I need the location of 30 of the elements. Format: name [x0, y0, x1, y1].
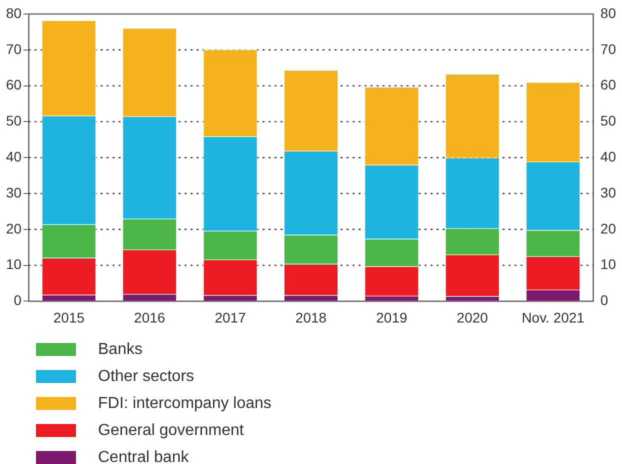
y-tick-label: 40	[6, 148, 22, 164]
x-tick-label: 2015	[53, 309, 85, 326]
y2-tick-label: 80	[600, 4, 616, 21]
y-tick-label: 30	[6, 184, 22, 200]
y2-tick-label: 20	[600, 220, 616, 236]
legend-label: FDI: intercompany loans	[98, 394, 272, 412]
y2-tick-label: 0	[600, 292, 608, 308]
x-tick-label: 2020	[456, 309, 488, 326]
y-tick-label: 20	[6, 220, 22, 236]
y2-tick-label: 70	[600, 40, 616, 57]
y2-tick-label: 60	[600, 76, 616, 93]
y-tick-label: 70	[6, 40, 22, 57]
x-tick-label: 2019	[376, 309, 408, 326]
y-tick-label: 0	[14, 292, 22, 308]
legend-label: Central bank	[98, 448, 189, 464]
y2-tick-label: 30	[600, 184, 616, 200]
x-tick-label: 2018	[295, 309, 327, 326]
y2-tick-label: 10	[600, 256, 616, 272]
y2-tick-label: 40	[600, 148, 616, 164]
x-tick-label: Nov. 2021	[522, 309, 585, 326]
x-tick-label: 2016	[134, 309, 166, 326]
y-tick-label: 60	[6, 76, 22, 93]
x-tick-label: 2017	[214, 309, 246, 326]
legend-label: Other sectors	[98, 368, 194, 386]
y-tick-label: 50	[6, 112, 22, 129]
y-tick-label: 80	[6, 4, 22, 21]
y-tick-label: 10	[6, 256, 22, 272]
legend-label: General government	[98, 422, 244, 440]
y2-tick-label: 50	[600, 112, 616, 129]
legend-label: Banks	[98, 340, 142, 358]
